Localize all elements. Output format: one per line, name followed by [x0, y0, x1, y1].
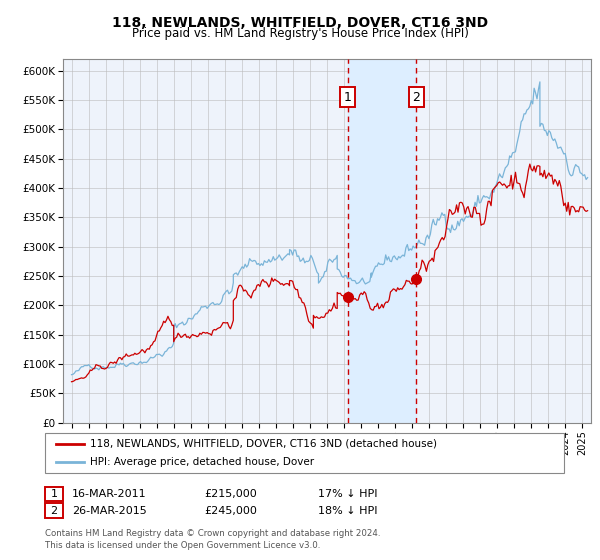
Bar	[347, 59, 416, 423]
Text: 118, NEWLANDS, WHITFIELD, DOVER, CT16 3ND: 118, NEWLANDS, WHITFIELD, DOVER, CT16 3N…	[112, 16, 488, 30]
Text: 26-MAR-2015: 26-MAR-2015	[72, 506, 147, 516]
Text: Contains HM Land Registry data © Crown copyright and database right 2024.
This d: Contains HM Land Registry data © Crown c…	[45, 529, 380, 550]
Text: 18% ↓ HPI: 18% ↓ HPI	[318, 506, 377, 516]
Text: £245,000: £245,000	[204, 506, 257, 516]
Text: 118, NEWLANDS, WHITFIELD, DOVER, CT16 3ND (detached house): 118, NEWLANDS, WHITFIELD, DOVER, CT16 3N…	[90, 439, 437, 449]
Text: £215,000: £215,000	[204, 489, 257, 499]
Text: 2: 2	[412, 91, 420, 104]
Text: HPI: Average price, detached house, Dover: HPI: Average price, detached house, Dove…	[90, 458, 314, 467]
Text: Price paid vs. HM Land Registry's House Price Index (HPI): Price paid vs. HM Land Registry's House …	[131, 27, 469, 40]
Text: 1: 1	[50, 489, 58, 499]
Text: 17% ↓ HPI: 17% ↓ HPI	[318, 489, 377, 499]
Text: 2: 2	[50, 506, 58, 516]
Text: 16-MAR-2011: 16-MAR-2011	[72, 489, 146, 499]
Text: 1: 1	[344, 91, 352, 104]
